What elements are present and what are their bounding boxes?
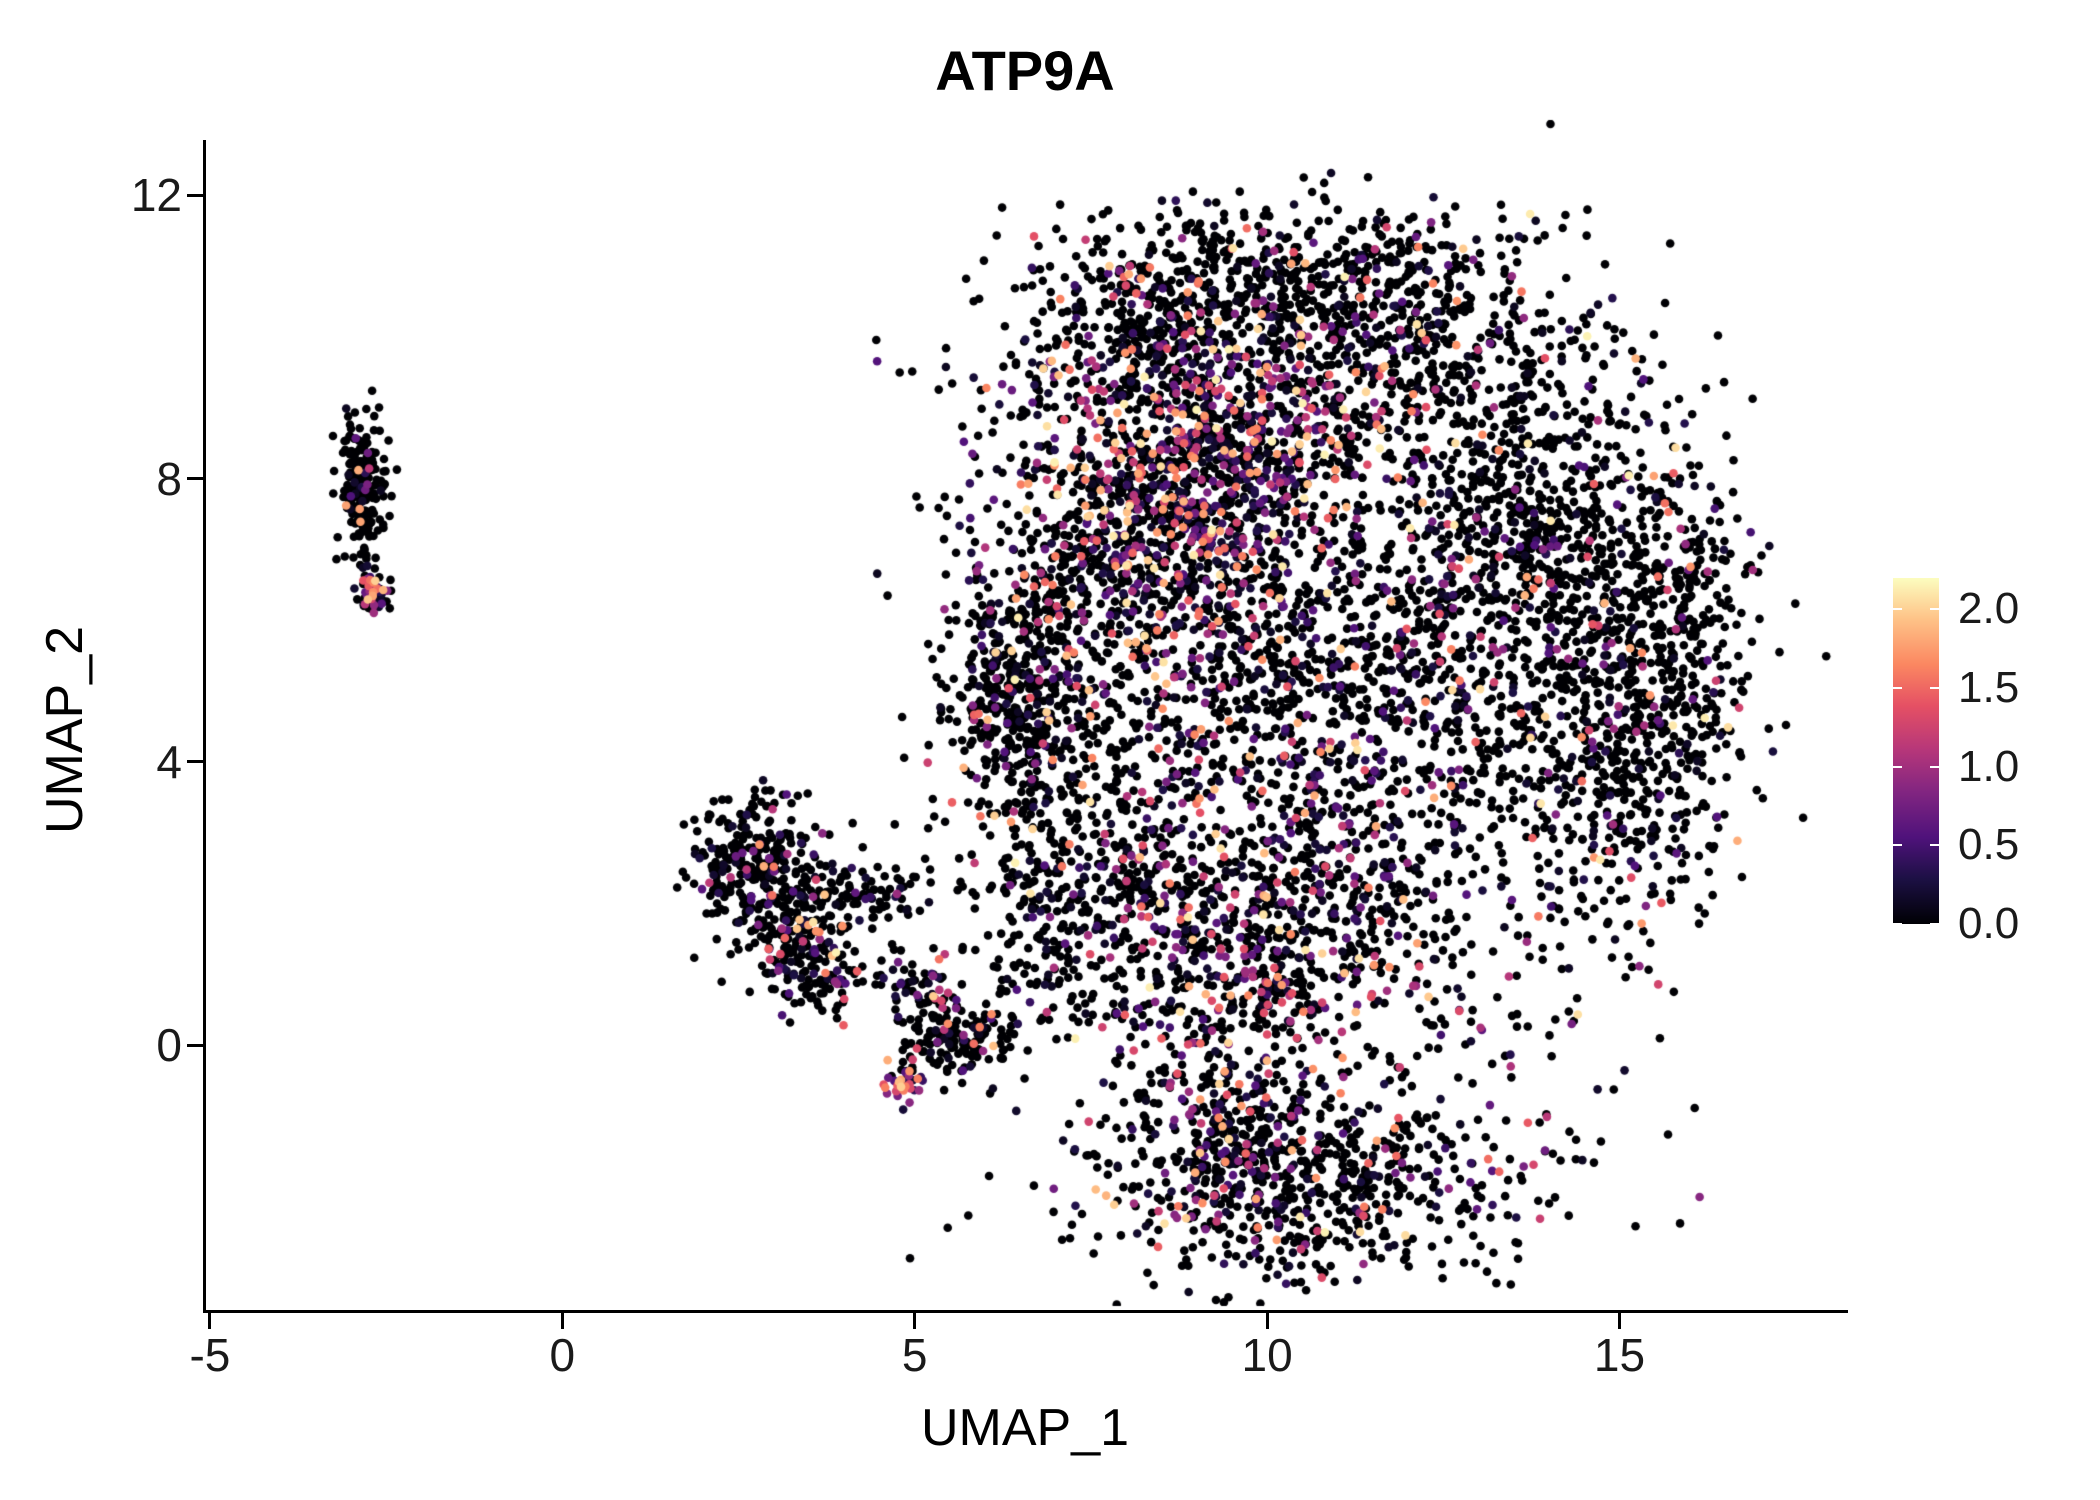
y-tick-label: 12: [130, 169, 182, 222]
x-tick-mark: [1617, 1313, 1621, 1329]
colorbar-tick-mark: [1930, 923, 1939, 925]
y-tick-label: 4: [156, 735, 182, 788]
x-tick-mark: [208, 1313, 212, 1329]
colorbar: [1893, 578, 1939, 924]
y-tick-mark: [187, 760, 203, 764]
colorbar-tick-label: 0.5: [1958, 820, 2020, 870]
y-tick-label: 8: [156, 452, 182, 505]
colorbar-tick-mark: [1930, 765, 1939, 768]
colorbar-tick-label: 1.5: [1958, 663, 2020, 713]
colorbar-tick-mark: [1893, 844, 1902, 847]
x-tick-label: 10: [1241, 1329, 1293, 1381]
y-tick-label: 0: [156, 1019, 182, 1072]
y-tick-mark: [187, 1043, 203, 1047]
colorbar-tick-mark: [1930, 608, 1939, 611]
x-tick-label: 0: [549, 1329, 576, 1381]
y-axis-line: [203, 140, 206, 1313]
chart-title: ATP9A: [935, 39, 1115, 102]
colorbar-tick-label: 1.0: [1958, 741, 2020, 791]
x-tick-label: 5: [901, 1329, 928, 1381]
colorbar-tick-mark: [1893, 608, 1902, 611]
colorbar-tick-label: 2.0: [1958, 584, 2020, 634]
x-tick-mark: [560, 1313, 564, 1329]
x-axis-line: [203, 1310, 1848, 1313]
y-tick-mark: [187, 477, 203, 481]
colorbar-tick-mark: [1893, 687, 1902, 690]
x-tick-mark: [1265, 1313, 1269, 1329]
y-axis-label: UMAP_2: [36, 625, 94, 835]
colorbar-tick-label: 0.0: [1958, 899, 2020, 948]
colorbar-tick-mark: [1930, 844, 1939, 847]
colorbar-tick-mark: [1893, 765, 1902, 768]
x-tick-label: -5: [189, 1329, 231, 1381]
x-tick-label: 15: [1593, 1329, 1646, 1381]
colorbar-tick-mark: [1930, 687, 1939, 690]
x-axis-label: UMAP_1: [920, 1399, 1130, 1457]
colorbar-tick-mark: [1893, 923, 1902, 925]
y-tick-mark: [187, 193, 203, 197]
x-tick-mark: [913, 1313, 917, 1329]
